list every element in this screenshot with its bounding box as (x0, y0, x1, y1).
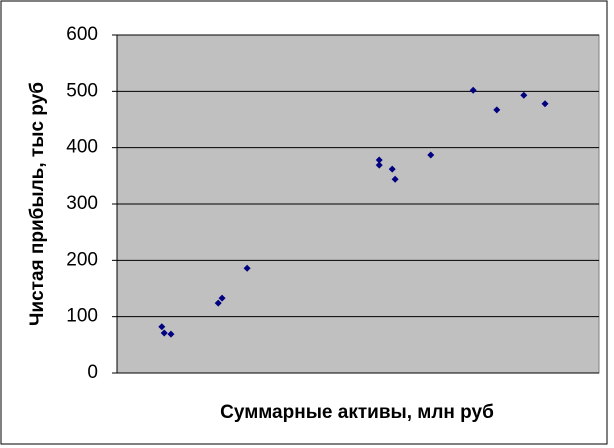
y-tick-label: 0 (87, 362, 98, 383)
point (214, 299, 222, 307)
point (167, 330, 175, 338)
point (391, 175, 399, 183)
point (469, 86, 477, 94)
point (520, 91, 528, 99)
y-tick-label: 600 (66, 24, 98, 45)
point (243, 264, 251, 272)
y-tick-label: 500 (66, 80, 98, 101)
point (493, 106, 501, 114)
point (218, 294, 226, 302)
y-tick-label: 400 (66, 137, 98, 158)
point (375, 156, 383, 164)
point (375, 161, 383, 169)
point (158, 323, 166, 331)
point (427, 151, 435, 159)
y-tick-label: 200 (66, 249, 98, 270)
y-axis-title: Чистая прибыль, тыс руб (27, 82, 48, 326)
y-tick-label: 100 (66, 306, 98, 327)
x-axis-title: Суммарные активы, млн руб (220, 402, 494, 423)
point (160, 329, 168, 337)
point (388, 165, 396, 173)
y-tick-label: 300 (66, 193, 98, 214)
point (541, 100, 549, 108)
